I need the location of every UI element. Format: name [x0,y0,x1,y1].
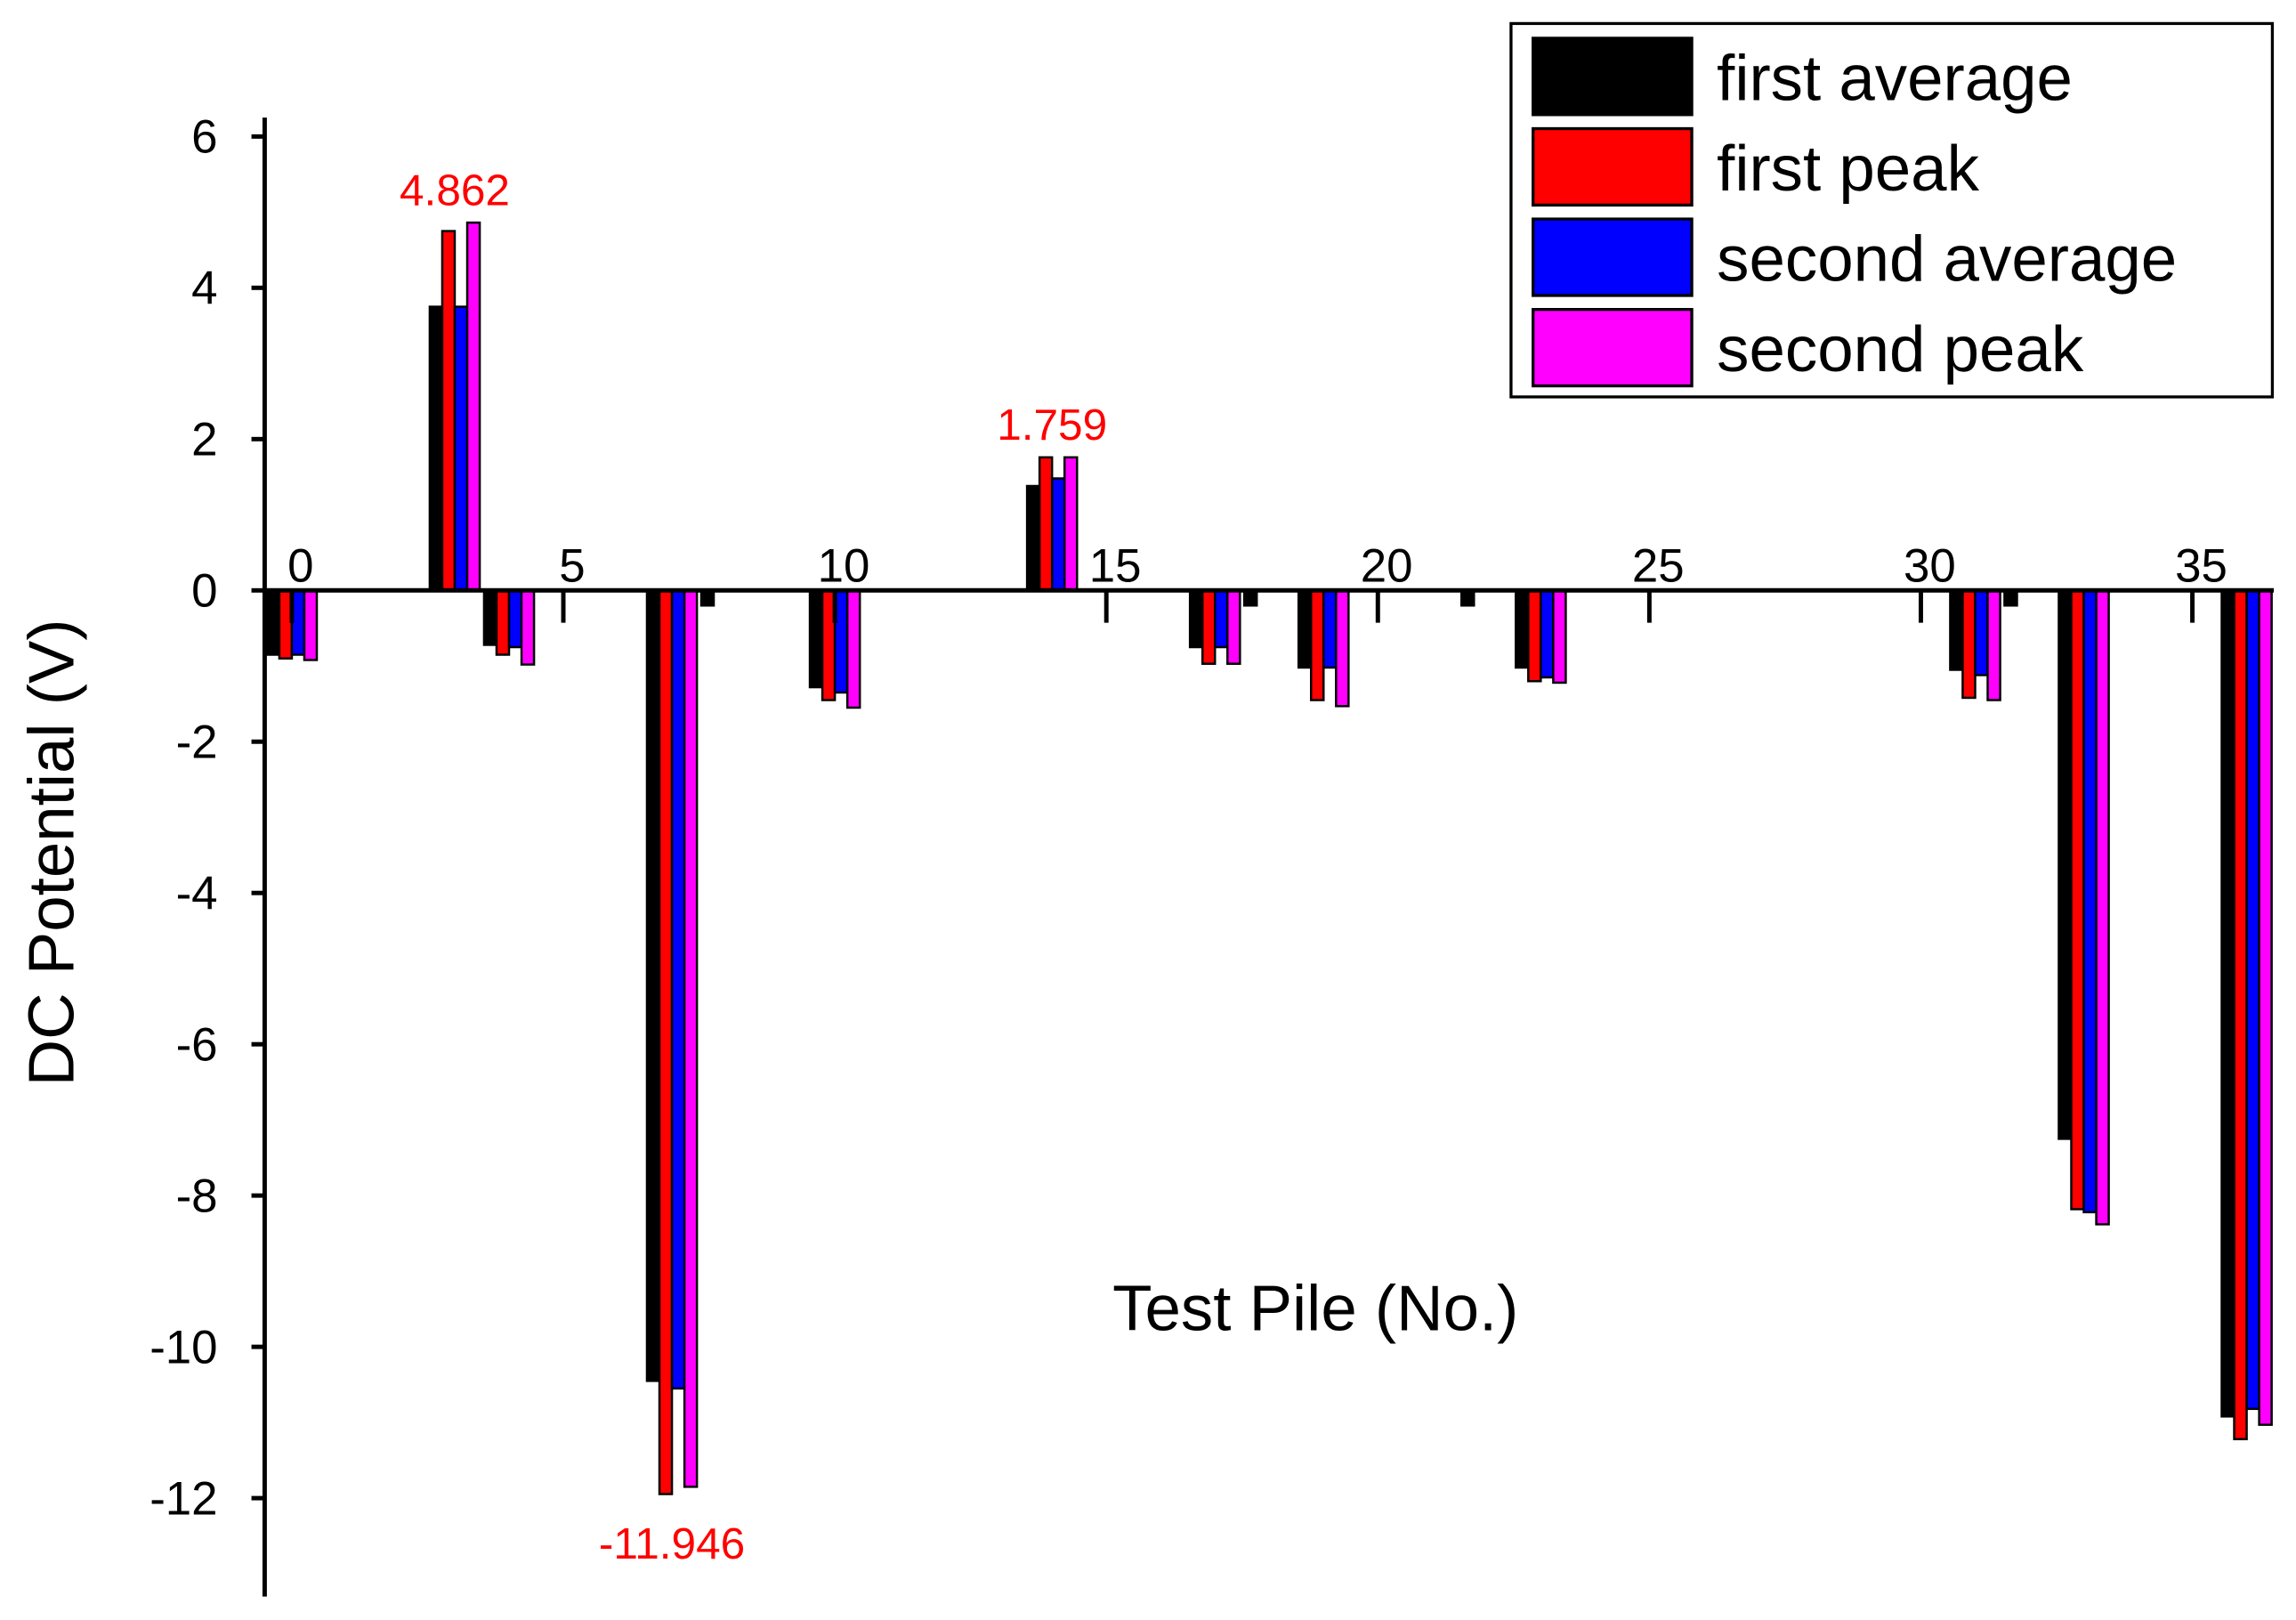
value-label: 1.759 [997,401,1107,450]
legend-swatch [1532,36,1694,117]
y-tick-label: 2 [191,413,217,466]
bar [2220,589,2235,1418]
bar [1335,589,1350,708]
bar [303,589,319,661]
bar [2003,589,2018,607]
bar [1540,589,1555,679]
bar [1226,589,1241,665]
bar [441,230,457,592]
legend-swatch [1532,126,1694,207]
y-axis-title: DC Potential (V) [16,619,88,1086]
bar [1038,456,1054,592]
bar [495,589,511,656]
bar [683,589,699,1488]
bar [1050,477,1066,592]
bar [1063,456,1079,592]
bar [1201,589,1217,665]
bar [1297,589,1313,669]
bar [1552,589,1567,684]
bar [1188,589,1204,649]
bar [482,589,498,646]
bar [1986,589,2001,701]
bar [1460,589,1475,607]
bar [1527,589,1542,683]
bar [2245,589,2260,1411]
bar [1322,589,1338,669]
x-tick-label: 20 [1361,539,1413,592]
bar [453,305,469,592]
bar [1961,589,1977,700]
value-label: 4.862 [400,166,510,215]
bar [2082,589,2098,1214]
y-tick-label: 0 [191,564,217,617]
x-tick-label: 25 [1632,539,1685,592]
bar [1213,589,1229,649]
y-tick-label: -2 [176,716,218,768]
y-tick-label: -6 [176,1018,218,1071]
value-label: -11.946 [599,1519,745,1568]
bar [2070,589,2085,1211]
legend-label: second peak [1717,313,2084,385]
x-tick-label: 15 [1089,539,1142,592]
bar [2258,589,2273,1426]
y-tick-label: -8 [176,1170,218,1222]
bar [1974,589,1989,676]
legend-label: second average [1717,223,2177,295]
legend-label: first average [1717,42,2073,114]
y-tick-label: -12 [150,1472,217,1525]
bar [520,589,536,666]
bar [670,589,686,1390]
x-tick-label: 0 [287,539,313,592]
bar [699,589,715,607]
bar [845,589,861,709]
x-tick-label: 30 [1904,539,1956,592]
bar [1309,589,1325,701]
bar [1949,589,1964,671]
x-tick-label: 5 [559,539,585,592]
bar [428,305,444,592]
y-tick-label: -4 [176,867,218,919]
x-tick-label: 35 [2175,539,2227,592]
bar [465,221,481,592]
y-tick-label: 6 [191,111,217,164]
bar [658,589,674,1495]
bar [265,589,281,656]
bar [507,589,523,649]
bar [1515,589,1530,669]
bar [2233,589,2248,1441]
legend-label: first peak [1717,133,1979,205]
bar [2095,589,2110,1226]
bar [808,589,824,689]
legend-swatch [1532,307,1694,388]
bar [1025,484,1041,592]
x-tick-label: 10 [818,539,870,592]
bar [2058,589,2073,1140]
bar [645,589,661,1382]
x-axis-title: Test Pile (No.) [1112,1273,1518,1345]
y-tick-label: -10 [150,1321,217,1373]
bar [1242,589,1258,607]
legend-swatch [1532,217,1694,297]
y-tick-label: 4 [191,263,217,315]
